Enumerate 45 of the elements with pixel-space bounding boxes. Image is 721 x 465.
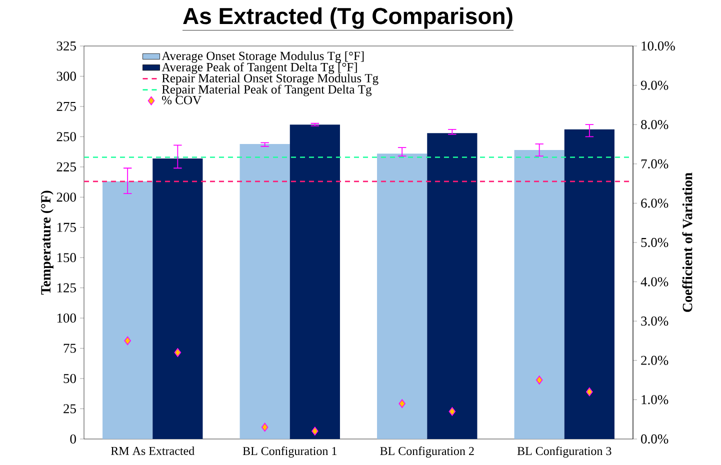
bar xyxy=(564,129,614,439)
y-tick-label: 175 xyxy=(57,222,76,232)
y-tick-label: 150 xyxy=(57,253,76,262)
y2-tick-label: 7.0% xyxy=(641,159,668,168)
y-tick-label: 125 xyxy=(57,283,76,292)
y-tick-label: 75 xyxy=(64,344,76,353)
y-tick-label: 325 xyxy=(56,41,76,51)
y2-tick-label: 8.0% xyxy=(641,120,668,130)
legend-label: Repair Material Peak of Tangent Delta Tg xyxy=(162,84,372,96)
bar xyxy=(240,144,290,439)
legend-label: % COV xyxy=(162,96,202,104)
y2-tick-label: 3.0% xyxy=(641,316,668,326)
y2-tick-label: 10.0% xyxy=(642,41,675,51)
y-tick-label: 100 xyxy=(57,314,76,323)
y-tick-label: 25 xyxy=(64,404,76,414)
y2-tick-label: 9.0% xyxy=(640,80,668,90)
y-tick-label: 50 xyxy=(64,374,76,384)
y-tick-label: 250 xyxy=(56,132,76,142)
bar xyxy=(102,181,153,439)
legend-label: Average Onset Storage Modulus Tg [°F] xyxy=(162,51,364,63)
y-tick-label: 0 xyxy=(70,434,76,444)
y2-tick-label: 5.0% xyxy=(641,238,668,248)
bar xyxy=(514,150,564,439)
y2-tick-label: 1.0% xyxy=(642,395,668,404)
x-tick-label: BL Configuration 1 xyxy=(242,446,336,458)
x-tick-label: RM As Extracted xyxy=(110,446,194,455)
y2-tick-label: 4.0% xyxy=(640,277,668,286)
chart-title: As Extracted (Tg Comparison) xyxy=(183,7,512,29)
y-tick-label: 200 xyxy=(56,192,76,202)
y2-tick-label: 0.0% xyxy=(641,434,668,444)
bar xyxy=(152,158,203,439)
y2-axis-title: Coefficient of Variation xyxy=(682,172,692,312)
x-tick-label: BL Configuration 3 xyxy=(517,446,612,458)
y-tick-label: 275 xyxy=(56,102,76,111)
legend-label: Repair Material Onset Storage Modulus Tg xyxy=(162,74,378,85)
x-tick-label: BL Configuration 2 xyxy=(380,446,474,458)
y-axis-title: Temperature (°F) xyxy=(40,190,54,295)
y-tick-label: 300 xyxy=(56,72,76,81)
y2-tick-label: 6.0% xyxy=(641,198,668,208)
y2-tick-label: 2.0% xyxy=(641,356,668,365)
legend-label: Average Peak of Tangent Delta Tg [°F] xyxy=(162,62,357,74)
bar xyxy=(427,133,478,439)
bar xyxy=(377,154,428,439)
bar xyxy=(290,124,340,439)
y-tick-label: 225 xyxy=(56,162,76,172)
